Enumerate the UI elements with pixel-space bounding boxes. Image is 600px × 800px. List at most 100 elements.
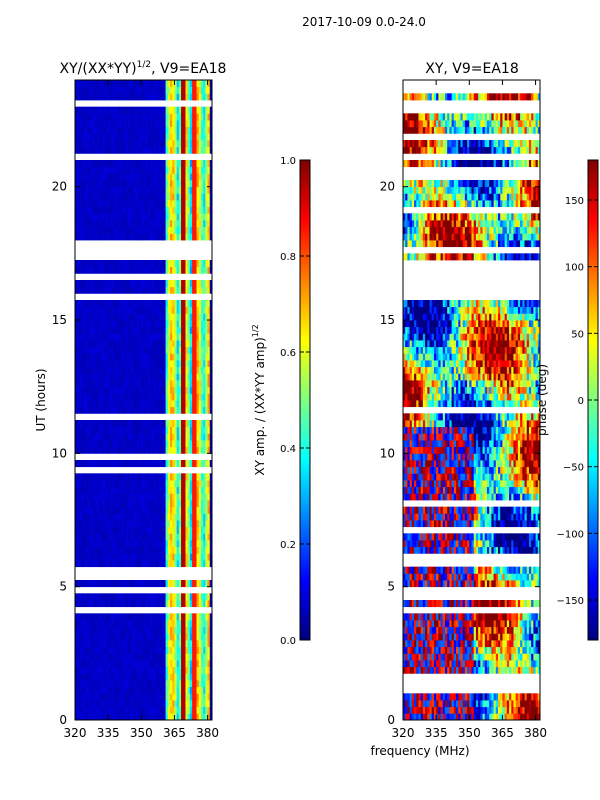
- heatmap-cell: [130, 540, 133, 548]
- heatmap-cell: [130, 93, 133, 101]
- heatmap-cell: [83, 693, 87, 701]
- heatmap-cell: [147, 446, 151, 454]
- heatmap-cell: [75, 440, 78, 448]
- heatmap-cell: [150, 620, 153, 628]
- heatmap-cell: [81, 666, 85, 674]
- heatmap-cell: [161, 193, 164, 201]
- heatmap-cell: [158, 520, 162, 528]
- heatmap-cell: [123, 193, 127, 201]
- heatmap-cell: [194, 426, 197, 434]
- heatmap-cell: [75, 313, 78, 321]
- heatmap-cell: [161, 680, 164, 688]
- heatmap-cell: [112, 480, 116, 488]
- heatmap-cell: [81, 340, 85, 348]
- heatmap-cell: [94, 520, 98, 528]
- heatmap-cell: [105, 193, 109, 201]
- heatmap-cell: [205, 326, 208, 334]
- heatmap-cell: [172, 460, 175, 468]
- heatmap-cell: [143, 286, 147, 294]
- heatmap-cell: [170, 340, 173, 348]
- heatmap-cell: [141, 540, 144, 548]
- heatmap-cell: [103, 340, 107, 348]
- heatmap-cell: [174, 260, 178, 268]
- heatmap-cell: [136, 486, 140, 494]
- heatmap-cell: [147, 393, 151, 401]
- heatmap-cell: [121, 133, 125, 141]
- heatmap-cell: [156, 593, 160, 601]
- heatmap-cell: [97, 373, 100, 381]
- heatmap-cell: [152, 333, 155, 341]
- heatmap-cell: [200, 666, 204, 674]
- heatmap-cell: [130, 333, 133, 341]
- heatmap-cell: [86, 513, 89, 521]
- heatmap-cell: [130, 480, 133, 488]
- heatmap-cell: [99, 320, 102, 328]
- heatmap-cell: [163, 646, 166, 654]
- heatmap-cell: [158, 406, 162, 414]
- heatmap-cell: [147, 313, 151, 321]
- heatmap-cell: [83, 560, 87, 568]
- heatmap-cell: [192, 346, 195, 354]
- heatmap-cell: [203, 193, 206, 201]
- heatmap-cell: [103, 360, 107, 368]
- heatmap-cell: [86, 613, 89, 621]
- heatmap-cell: [161, 526, 164, 534]
- heatmap-cell: [147, 600, 151, 608]
- heatmap-cell: [81, 346, 85, 354]
- heatmap-cell: [196, 200, 200, 208]
- heatmap-cell: [147, 213, 151, 221]
- heatmap-cell: [156, 380, 160, 388]
- heatmap-cell: [196, 506, 200, 514]
- heatmap-cell: [79, 326, 83, 334]
- heatmap-cell: [75, 140, 78, 148]
- heatmap-cell: [90, 133, 94, 141]
- heatmap-cell: [88, 553, 91, 561]
- heatmap-cell: [172, 186, 175, 194]
- heatmap-cell: [152, 286, 155, 294]
- heatmap-cell: [94, 660, 98, 668]
- heatmap-cell: [163, 406, 166, 414]
- heatmap-cell: [94, 140, 98, 148]
- heatmap-cell: [207, 300, 211, 308]
- heatmap-cell: [83, 540, 87, 548]
- heatmap-cell: [92, 140, 96, 148]
- heatmap-cell: [174, 493, 178, 501]
- heatmap-cell: [154, 126, 158, 134]
- heatmap-cell: [99, 300, 102, 308]
- heatmap-cell: [116, 320, 120, 328]
- heatmap-cell: [145, 366, 149, 374]
- heatmap-cell: [196, 560, 200, 568]
- heatmap-cell: [97, 313, 100, 321]
- heatmap-cell: [112, 400, 116, 408]
- heatmap-cell: [187, 533, 191, 541]
- heatmap-cell: [205, 400, 208, 408]
- heatmap-cell: [136, 520, 140, 528]
- heatmap-cell: [77, 286, 80, 294]
- heatmap-cell: [123, 633, 127, 641]
- heatmap-cell: [114, 546, 118, 554]
- heatmap-cell: [178, 200, 182, 208]
- heatmap-cell: [198, 266, 202, 274]
- heatmap-cell: [119, 206, 122, 214]
- heatmap-cell: [136, 640, 140, 648]
- heatmap-cell: [90, 340, 94, 348]
- heatmap-cell: [145, 113, 149, 121]
- heatmap-cell: [198, 200, 202, 208]
- heatmap-cell: [136, 506, 140, 514]
- heatmap-cell: [141, 166, 144, 174]
- heatmap-cell: [172, 626, 175, 634]
- heatmap-cell: [132, 513, 136, 521]
- heatmap-cell: [130, 146, 133, 154]
- heatmap-cell: [181, 286, 184, 294]
- heatmap-cell: [205, 513, 208, 521]
- heatmap-cell: [79, 93, 83, 101]
- heatmap-cell: [178, 600, 182, 608]
- heatmap-cell: [185, 533, 189, 541]
- heatmap-cell: [105, 686, 109, 694]
- heatmap-cell: [194, 213, 197, 221]
- heatmap-cell: [203, 513, 206, 521]
- heatmap-cell: [75, 640, 78, 648]
- heatmap-cell: [154, 113, 158, 121]
- heatmap-cell: [86, 386, 89, 394]
- heatmap-cell: [143, 526, 147, 534]
